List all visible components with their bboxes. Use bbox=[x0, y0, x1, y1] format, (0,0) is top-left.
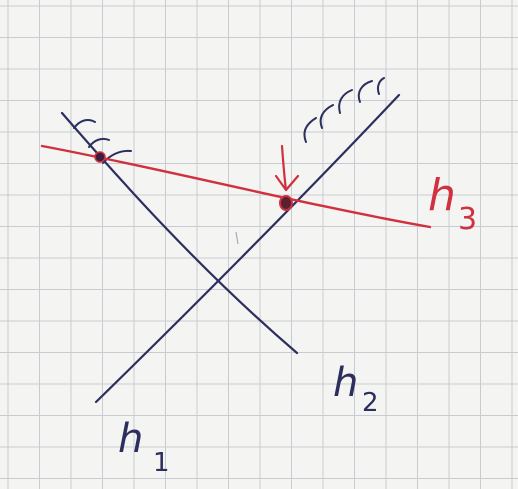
label-h3: h 3 bbox=[428, 170, 477, 237]
label-h1-sub: 1 bbox=[153, 448, 170, 478]
label-h1: h 1 bbox=[118, 416, 170, 478]
pencil-mark bbox=[235, 231, 239, 245]
label-h2-base: h bbox=[333, 360, 358, 406]
line-h2 bbox=[60, 111, 299, 355]
line-h3 bbox=[40, 144, 432, 229]
hatching-h1 bbox=[303, 77, 385, 143]
label-h2: h 2 bbox=[333, 360, 379, 418]
label-h3-base: h bbox=[428, 170, 456, 221]
intersection-point-right bbox=[279, 195, 293, 211]
hatching-h2 bbox=[73, 119, 132, 164]
intersection-point-left bbox=[94, 151, 106, 163]
arrow-marker bbox=[274, 144, 300, 192]
label-h2-sub: 2 bbox=[362, 388, 379, 418]
label-h1-base: h bbox=[118, 416, 143, 462]
label-h3-sub: 3 bbox=[458, 202, 477, 237]
line-h1 bbox=[94, 93, 401, 404]
